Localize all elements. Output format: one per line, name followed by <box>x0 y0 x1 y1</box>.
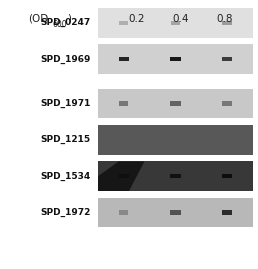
Text: SPD_1534: SPD_1534 <box>40 172 90 181</box>
Text: 0.8: 0.8 <box>216 14 233 24</box>
Text: 600: 600 <box>52 20 67 29</box>
Text: SPD_0247: SPD_0247 <box>40 18 90 27</box>
FancyBboxPatch shape <box>98 161 253 191</box>
Text: 0.4: 0.4 <box>172 14 189 24</box>
FancyBboxPatch shape <box>119 210 128 215</box>
FancyBboxPatch shape <box>222 101 232 106</box>
FancyBboxPatch shape <box>98 125 253 155</box>
Text: 0.2: 0.2 <box>128 14 145 24</box>
FancyBboxPatch shape <box>170 210 181 215</box>
FancyBboxPatch shape <box>222 174 232 178</box>
FancyBboxPatch shape <box>119 174 129 178</box>
FancyBboxPatch shape <box>98 8 253 38</box>
FancyBboxPatch shape <box>170 101 181 106</box>
Text: SPD_1972: SPD_1972 <box>40 208 90 217</box>
FancyBboxPatch shape <box>222 210 232 215</box>
Text: ): ) <box>68 14 72 24</box>
Text: SPD_1971: SPD_1971 <box>40 99 90 108</box>
Text: SPD_1215: SPD_1215 <box>40 135 90 144</box>
FancyBboxPatch shape <box>222 21 232 25</box>
Polygon shape <box>98 161 144 191</box>
FancyBboxPatch shape <box>98 44 253 74</box>
FancyBboxPatch shape <box>119 57 129 61</box>
FancyBboxPatch shape <box>98 198 253 227</box>
FancyBboxPatch shape <box>119 21 128 25</box>
FancyBboxPatch shape <box>171 21 180 25</box>
FancyBboxPatch shape <box>119 101 128 106</box>
FancyBboxPatch shape <box>170 57 181 61</box>
FancyBboxPatch shape <box>170 174 181 178</box>
Text: (OD: (OD <box>29 14 49 24</box>
FancyBboxPatch shape <box>98 89 253 118</box>
Text: SPD_1969: SPD_1969 <box>40 55 90 64</box>
FancyBboxPatch shape <box>222 57 232 61</box>
